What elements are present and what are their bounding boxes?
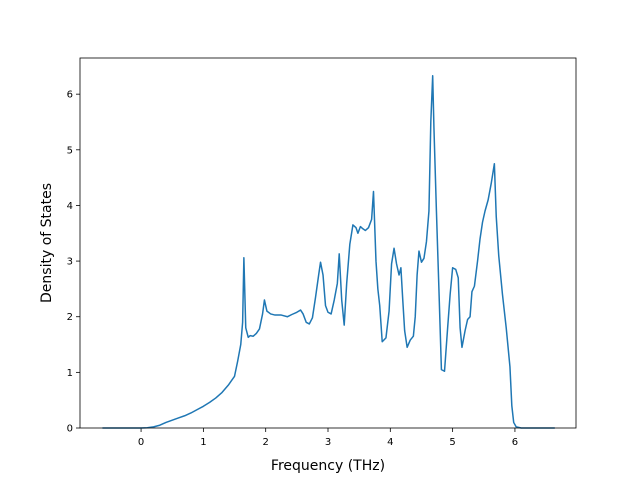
x-tick-label: 3 <box>325 437 331 448</box>
y-tick-label: 3 <box>67 257 73 268</box>
x-tick-label: 5 <box>449 437 455 448</box>
x-tick-label: 4 <box>387 437 393 448</box>
y-axis-label: Density of States <box>39 183 55 303</box>
x-tick-label: 6 <box>512 437 518 448</box>
y-tick-label: 5 <box>67 145 73 156</box>
x-tick-label: 1 <box>200 437 206 448</box>
y-tick-label: 2 <box>67 312 73 323</box>
x-tick-label: 0 <box>138 437 144 448</box>
series-layer <box>102 75 555 429</box>
ticks-layer: 0 1 2 3 4 5 6 0 1 2 3 4 5 6 <box>67 90 518 448</box>
x-tick-label: 2 <box>263 437 269 448</box>
plot-frame <box>79 57 577 429</box>
dos-series-line <box>102 75 555 429</box>
y-tick-label: 0 <box>67 424 73 435</box>
y-tick-label: 4 <box>67 201 73 212</box>
y-tick-label: 1 <box>67 368 73 379</box>
y-tick-label: 6 <box>67 90 73 101</box>
x-axis-label: Frequency (THz) <box>271 458 385 474</box>
